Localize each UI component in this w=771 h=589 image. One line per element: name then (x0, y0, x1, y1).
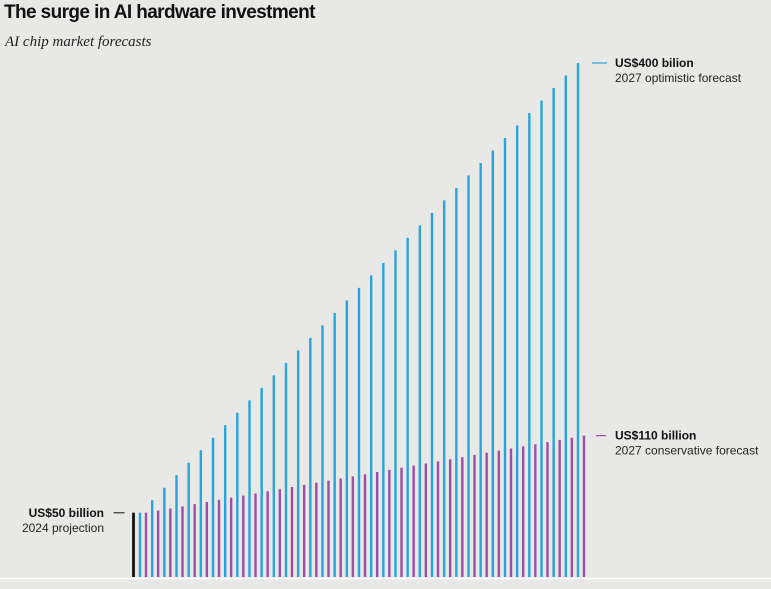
optimistic-series (138, 63, 580, 577)
chart-title: The surge in AI hardware investment (4, 2, 315, 23)
start-desc-label: 2024 projection (22, 521, 104, 535)
optimistic-value-label: US$400 bilion (615, 56, 694, 70)
start-value-label: US$50 billion (29, 506, 104, 520)
conservative-series (144, 435, 586, 577)
conservative-desc-label: 2027 conservative forecast (615, 444, 759, 458)
conservative-value-label: US$110 billion (615, 429, 696, 443)
chart-subtitle: AI chip market forecasts (5, 34, 152, 50)
optimistic-desc-label: 2027 optimistic forecast (615, 71, 742, 85)
